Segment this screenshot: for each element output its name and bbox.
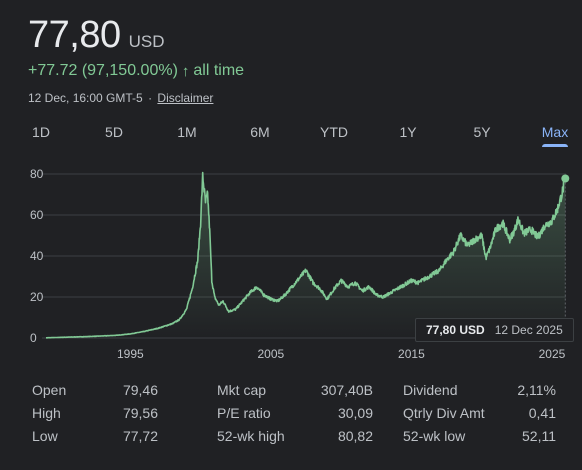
tab-1m[interactable]: 1M — [177, 124, 197, 140]
stat-label-52wk-high: 52-wk high — [217, 428, 285, 444]
current-price: 77,80 — [28, 14, 121, 56]
active-tab-indicator — [542, 144, 568, 147]
stat-value-mkt-cap: 307,40B — [320, 382, 373, 398]
tab-5d[interactable]: 5D — [105, 124, 123, 140]
tab-ytd[interactable]: YTD — [320, 124, 348, 140]
currency-code: USD — [128, 32, 165, 51]
tab-1d[interactable]: 1D — [32, 124, 50, 140]
y-tick-label: 0 — [30, 331, 37, 345]
stat-value-52wk-low: 52,11 — [522, 428, 556, 444]
stat-label-mkt-cap: Mkt cap — [217, 382, 267, 398]
x-tick-label: 2025 — [539, 347, 566, 361]
up-arrow-icon: ↑ — [181, 62, 190, 80]
y-tick-label: 60 — [30, 208, 44, 222]
stat-label-low: Low — [32, 428, 58, 444]
y-axis: 0 20 40 60 80 — [30, 167, 44, 345]
price-change: +77.72 (97,150.00%) ↑ all time — [28, 62, 244, 80]
tooltip-price: 77,80 USD — [426, 323, 485, 337]
y-tick-label: 40 — [30, 249, 44, 263]
stat-label-qtrly-div: Qtrly Div Amt — [403, 405, 485, 421]
price-header: 77,80 USD — [28, 14, 165, 57]
change-period: all time — [193, 62, 245, 79]
y-tick-label: 20 — [30, 290, 44, 304]
stat-value-52wk-high: 80,82 — [337, 428, 373, 444]
disclaimer-link[interactable]: Disclaimer — [157, 91, 214, 105]
stat-label-high: High — [32, 405, 61, 421]
change-value: +77.72 (97,150.00%) — [28, 62, 178, 79]
stat-value-open: 79,46 — [122, 382, 158, 398]
last-point-marker — [561, 174, 570, 183]
quote-timestamp: 12 Dec, 16:00 GMT-5 — [28, 91, 143, 105]
range-tabs: 1D 5D 1M 6M YTD 1Y 5Y Max — [0, 124, 582, 150]
tab-max[interactable]: Max — [541, 124, 569, 140]
stat-label-dividend: Dividend — [403, 382, 458, 398]
y-tick-label: 80 — [30, 167, 44, 181]
tab-5y[interactable]: 5Y — [473, 124, 491, 140]
x-axis: 1995 2005 2015 2025 — [117, 347, 566, 361]
stat-value-pe-ratio: 30,09 — [337, 405, 373, 421]
x-tick-label: 2005 — [258, 347, 285, 361]
stat-value-high: 79,56 — [122, 405, 158, 421]
hover-tooltip: 77,80 USD 12 Dec 2025 — [415, 318, 574, 342]
tooltip-date: 12 Dec 2025 — [494, 323, 563, 337]
stat-label-pe-ratio: P/E ratio — [217, 405, 271, 421]
stat-value-dividend: 2,11% — [517, 382, 556, 398]
tab-6m[interactable]: 6M — [250, 124, 270, 140]
tab-1y[interactable]: 1Y — [399, 124, 417, 140]
quote-meta: 12 Dec, 16:00 GMT-5 · Disclaimer — [28, 91, 213, 105]
stat-label-52wk-low: 52-wk low — [403, 428, 466, 444]
price-chart[interactable]: 0 20 40 60 80 1995 2005 2015 2025 — [0, 160, 582, 370]
meta-separator: · — [148, 91, 153, 105]
stat-value-qtrly-div: 0,41 — [528, 405, 556, 421]
x-tick-label: 2015 — [398, 347, 425, 361]
price-line — [45, 171, 566, 339]
stat-value-low: 77,72 — [122, 428, 158, 444]
x-tick-label: 1995 — [117, 347, 144, 361]
stat-label-open: Open — [32, 382, 67, 398]
price-area — [46, 172, 566, 338]
